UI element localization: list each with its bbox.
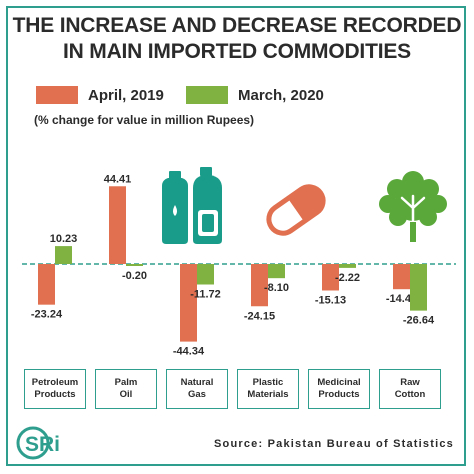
data-label-april-medicinal: -15.13 [315,294,346,306]
category-label-palm-oil: Palm Oil [95,369,157,409]
category-label-plastic: Plastic Materials [237,369,299,409]
data-label-march-medicinal: -2.22 [335,272,360,284]
bar-march-plastic [268,264,285,279]
bar-march-natural-gas [197,264,214,285]
bar-march-medicinal [339,264,356,268]
svg-text:SRi: SRi [25,433,60,456]
data-label-april-palm-oil: 44.41 [104,173,132,185]
category-label-petroleum: Petroleum Products [24,369,86,409]
bar-march-petroleum [55,246,72,264]
category-label-cotton: Raw Cotton [379,369,441,409]
data-label-april-cotton: -14.40 [386,293,417,305]
cotton-plant-icon [379,171,447,242]
bar-march-cotton [410,264,427,311]
data-label-april-natural-gas: -44.34 [173,346,205,358]
legend-label-april: April, 2019 [88,86,164,104]
data-label-march-petroleum: 10.23 [50,233,78,245]
data-label-april-petroleum: -23.24 [31,309,63,321]
legend-swatch-march [186,86,228,104]
bar-april-medicinal [322,264,339,291]
data-label-march-cotton: -26.64 [403,315,435,327]
data-label-march-natural-gas: -11.72 [190,289,221,301]
legend-swatch-april [36,86,78,104]
value-note: (% change for value in million Rupees) [34,113,255,127]
data-label-march-plastic: -8.10 [264,282,289,294]
chart-title-line2: IN MAIN IMPORTED COMMODITIES [63,40,411,63]
legend-item-april: April, 2019 [36,84,164,106]
bar-april-plastic [251,264,268,307]
bar-april-palm-oil [109,186,126,264]
legend-item-march: March, 2020 [186,84,324,106]
bar-april-natural-gas [180,264,197,342]
bottles-icon [162,167,222,244]
data-label-april-plastic: -24.15 [244,310,275,322]
category-label-natural-gas: Natural Gas [166,369,228,409]
data-label-march-palm-oil: -0.20 [122,270,147,282]
bar-april-cotton [393,264,410,290]
sri-logo: SRi [16,426,60,460]
category-label-medicinal: Medicinal Products [308,369,370,409]
capsule-icon [266,184,326,236]
border-frame [6,6,466,466]
bar-april-petroleum [38,264,55,305]
chart-title-line1: THE INCREASE AND DECREASE RECORDED [12,14,462,37]
bar-march-palm-oil [126,264,143,266]
source-note: Source: Pakistan Bureau of Statistics [213,438,454,450]
legend-label-march: March, 2020 [238,86,324,104]
